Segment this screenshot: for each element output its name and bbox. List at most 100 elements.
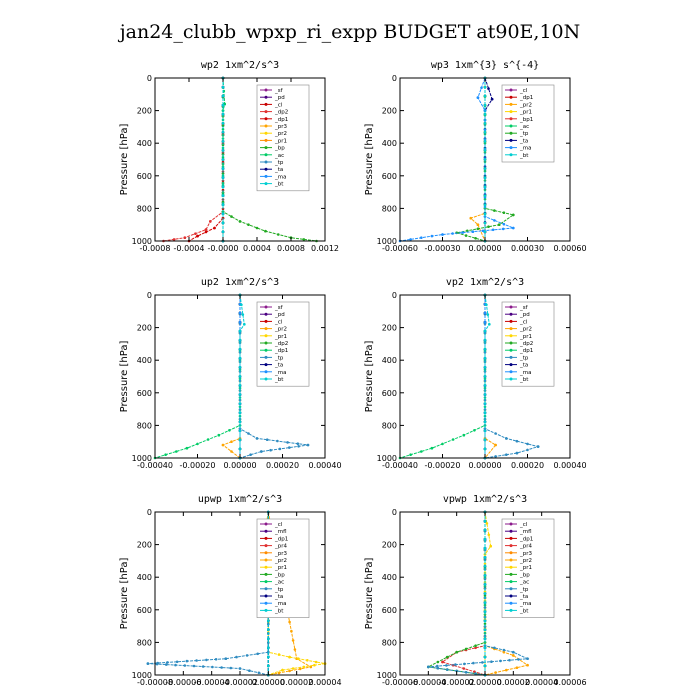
data-point	[461, 231, 465, 234]
y-tick-label: 0	[392, 291, 397, 300]
data-point	[501, 227, 505, 231]
legend-marker	[264, 131, 268, 135]
y-tick-label: 0	[392, 508, 397, 517]
data-point	[483, 85, 487, 89]
y-axis-label: Pressure [hPa]	[364, 124, 375, 196]
legend-marker	[509, 131, 513, 135]
data-point	[483, 562, 487, 565]
legend-marker	[264, 522, 268, 526]
data-point	[489, 544, 493, 548]
data-point	[483, 176, 487, 179]
data-point	[183, 664, 187, 667]
data-point	[483, 311, 487, 315]
x-tick-label: -0.00040	[137, 461, 173, 470]
data-point	[490, 660, 493, 663]
y-tick-label: 1000	[377, 237, 397, 246]
y-tick-label: 400	[382, 139, 397, 148]
data-point	[183, 236, 187, 239]
y-tick-label: 400	[382, 573, 397, 582]
legend-label: _mfl	[274, 529, 287, 535]
data-point	[175, 660, 179, 664]
data-point	[230, 215, 233, 218]
y-tick-label: 1000	[132, 671, 152, 680]
legend-marker	[264, 182, 268, 186]
legend-box	[256, 84, 310, 192]
legend-label: _cl	[274, 522, 283, 528]
legend-marker	[264, 348, 268, 352]
data-point	[293, 648, 297, 651]
x-tick-label: -0.00008	[137, 678, 173, 687]
data-point	[483, 167, 487, 170]
legend-marker	[509, 608, 513, 612]
x-tick-label: 0.00000	[468, 461, 501, 470]
x-tick-label: -0.00004	[410, 678, 446, 687]
data-point	[291, 667, 295, 670]
legend-label: _sf	[274, 88, 284, 94]
legend-marker	[264, 601, 268, 605]
y-tick-label: 0	[147, 508, 152, 517]
data-point	[483, 646, 487, 650]
data-point	[221, 230, 225, 234]
legend-label: _ac	[274, 153, 284, 159]
x-tick-label: -0.00006	[165, 678, 201, 687]
data-point	[245, 654, 249, 657]
panel-title: vp2 1xm^2/s^3	[446, 277, 524, 288]
data-point	[256, 652, 260, 656]
legend-marker	[264, 327, 268, 331]
data-point	[238, 667, 242, 670]
legend-marker	[264, 174, 268, 178]
data-point	[264, 229, 267, 233]
legend-label: _ma	[274, 601, 286, 607]
data-point	[314, 660, 318, 664]
data-point	[192, 664, 196, 668]
legend-label: _bt	[519, 608, 529, 614]
data-point	[512, 650, 515, 654]
data-point	[209, 220, 212, 223]
data-point	[483, 590, 487, 593]
y-tick-label: 800	[137, 421, 152, 430]
data-point	[502, 222, 506, 226]
x-tick-label: 0.00004	[525, 678, 558, 687]
panel-title: wp2 1xm^2/s^3	[201, 60, 279, 71]
data-point	[483, 194, 487, 197]
data-point	[483, 619, 487, 622]
data-point	[306, 443, 310, 447]
data-point	[473, 670, 476, 673]
data-point	[483, 601, 487, 604]
x-tick-label: -0.00004	[194, 678, 230, 687]
legend-label: _ac	[519, 580, 529, 586]
data-point	[483, 94, 487, 98]
series-line-pr2	[221, 295, 241, 459]
data-point	[488, 323, 491, 326]
legend-label: _bp	[274, 146, 285, 152]
data-point	[483, 622, 487, 626]
x-tick-label: -0.0008	[140, 244, 171, 253]
legend-marker	[264, 312, 268, 316]
data-point	[238, 338, 242, 342]
legend-label: _ta	[274, 167, 283, 173]
legend-label: _pd	[274, 95, 285, 101]
y-tick-label: 0	[392, 74, 397, 83]
data-point	[483, 606, 487, 609]
legend-label: _sf	[274, 305, 284, 311]
series-line-tp	[484, 295, 540, 459]
legend-marker	[509, 565, 513, 569]
data-point	[213, 226, 216, 230]
panel-title: wp3 1xm^{3} s^{-4}	[431, 60, 539, 71]
data-point	[483, 664, 487, 668]
x-tick-label: -0.00020	[180, 461, 216, 470]
data-point	[241, 313, 245, 316]
data-point	[515, 666, 519, 669]
legend-marker	[264, 102, 268, 106]
series-line-tp	[428, 512, 530, 676]
data-point	[455, 669, 459, 673]
legend-label: _pr2	[519, 327, 532, 333]
data-point	[217, 433, 221, 437]
legend-label: _tp	[274, 587, 284, 593]
data-point	[483, 384, 487, 387]
data-point	[257, 671, 261, 675]
data-point	[483, 212, 487, 216]
data-point	[420, 236, 423, 239]
data-point	[238, 320, 242, 324]
data-point	[481, 661, 484, 664]
